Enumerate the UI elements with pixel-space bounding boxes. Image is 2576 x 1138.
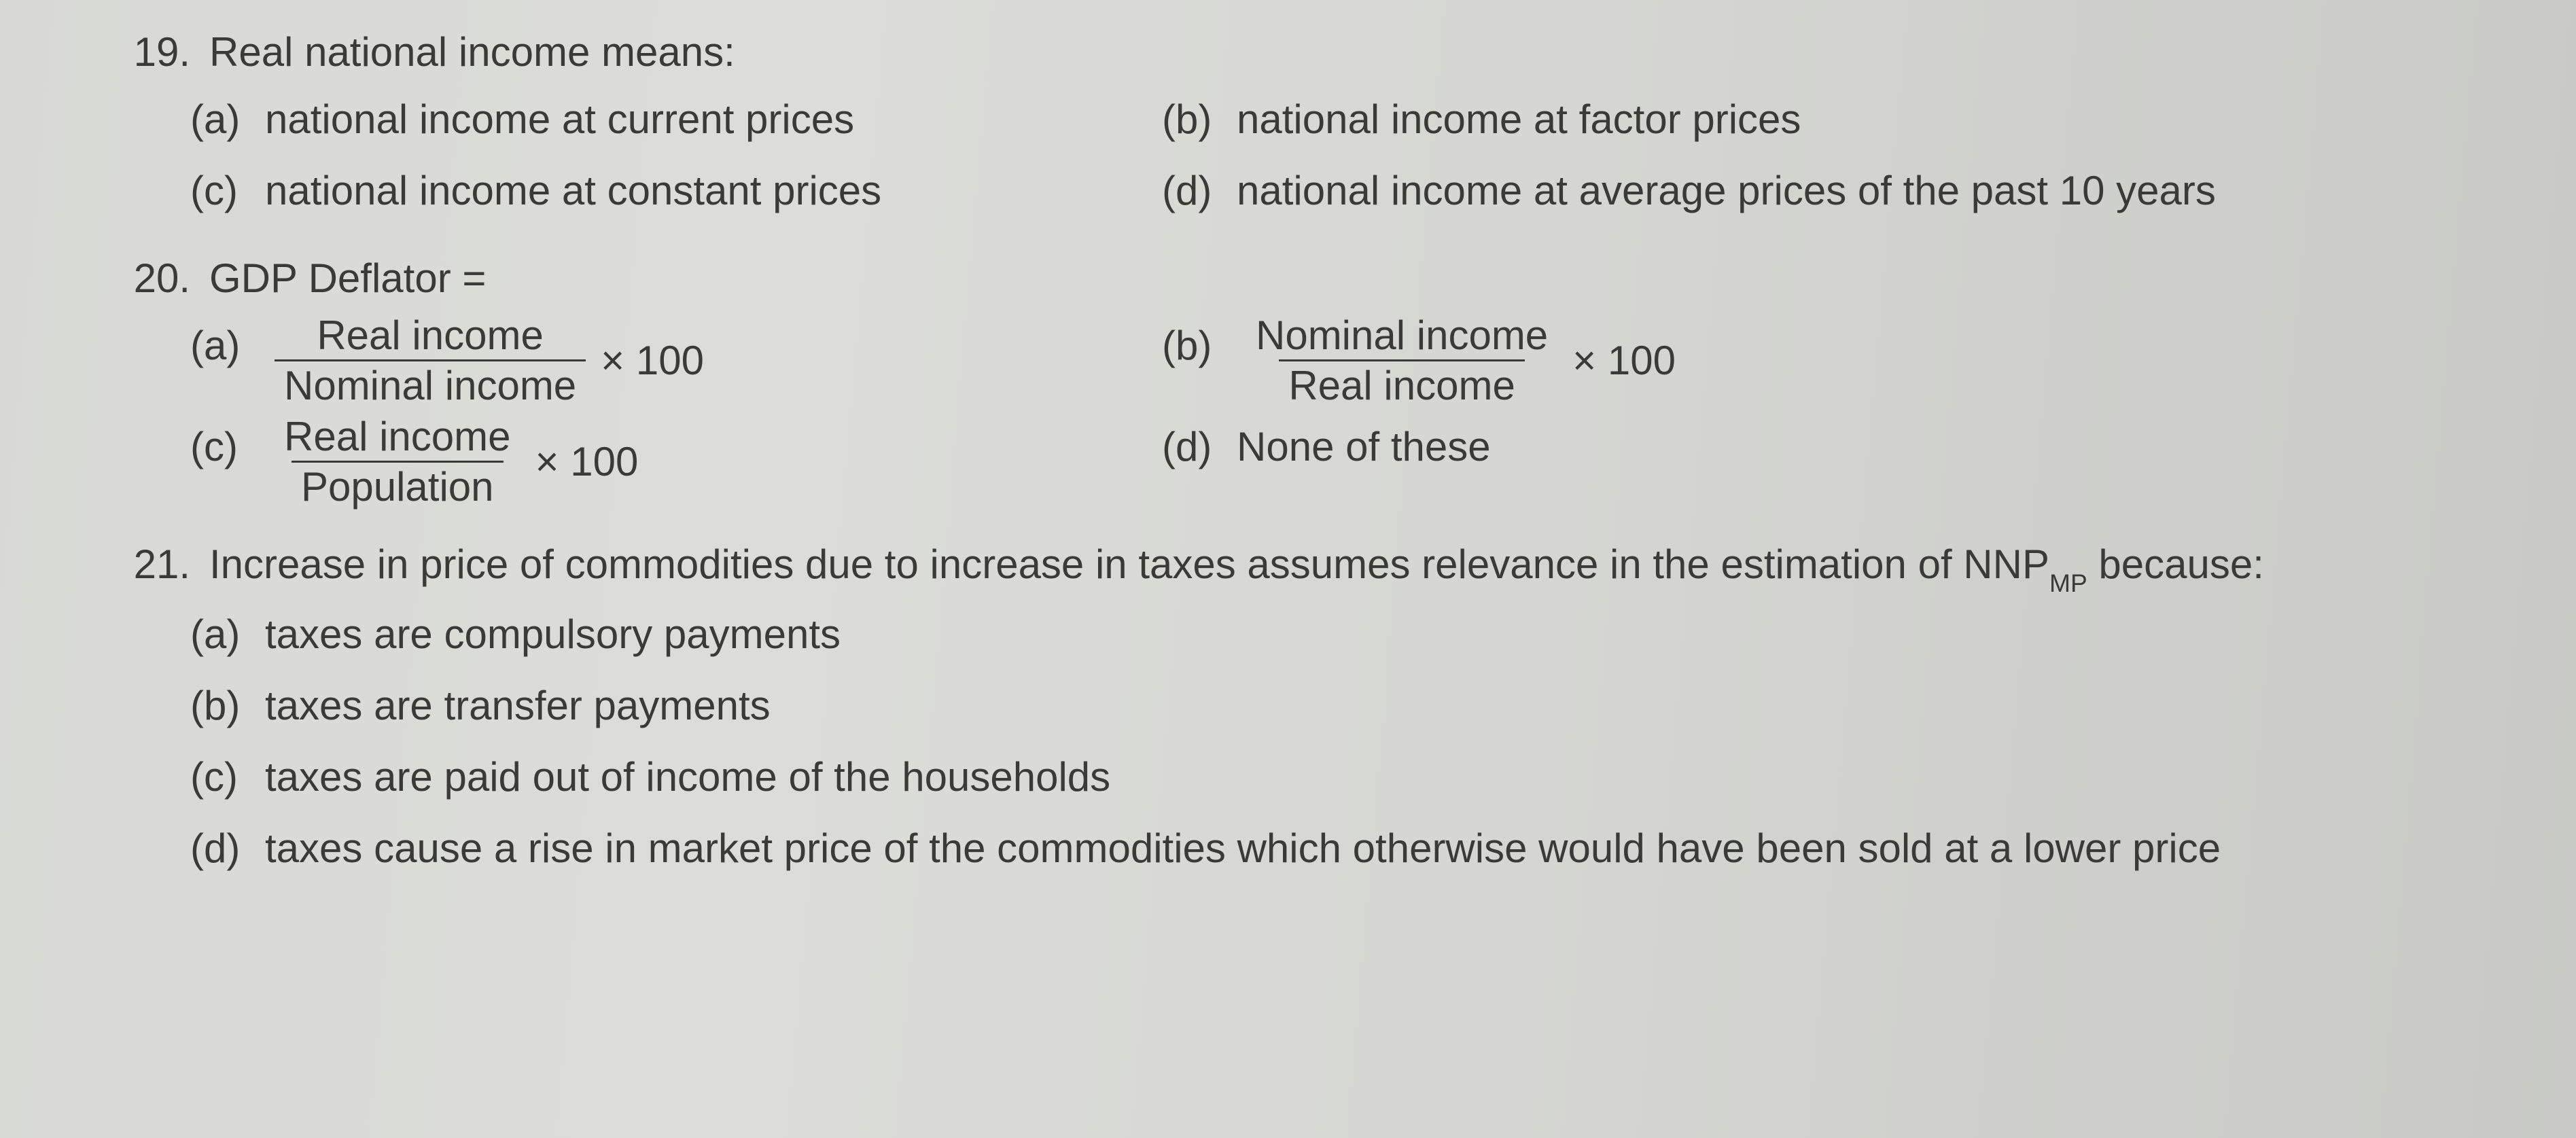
option-text: taxes cause a rise in market price of th… <box>265 817 2535 880</box>
question-19: 19. Real national income means: (a) nati… <box>116 20 2535 226</box>
option-d: (d) national income at average prices of… <box>1162 159 2535 222</box>
option-letter: (c) <box>190 745 265 808</box>
fraction: Real income Population <box>275 415 521 508</box>
stem-subscript: MP <box>2049 569 2087 597</box>
option-b: (b) taxes are transfer payments <box>190 674 2535 737</box>
stem-post: because: <box>2087 541 2264 587</box>
option-b: (b) national income at factor prices <box>1162 88 2535 151</box>
multiply-tail: × 100 <box>535 430 639 493</box>
option-letter: (a) <box>190 88 265 151</box>
option-text: taxes are transfer payments <box>265 674 2535 737</box>
option-c: (c) national income at constant prices <box>190 159 1162 222</box>
option-text: None of these <box>1237 415 2535 478</box>
option-text: national income at constant prices <box>265 159 1162 222</box>
option-letter: (c) <box>190 159 265 222</box>
question-stem: GDP Deflator = <box>209 247 2535 310</box>
option-d: (d) None of these <box>1162 415 2535 508</box>
fraction: Nominal income Real income <box>1246 314 1557 407</box>
stem-pre: Increase in price of commodities due to … <box>209 541 2049 587</box>
question-number: 21. <box>116 533 209 596</box>
option-c: (c) Real income Population × 100 <box>190 415 1162 508</box>
option-a: (a) national income at current prices <box>190 88 1162 151</box>
option-d: (d) taxes cause a rise in market price o… <box>190 817 2535 880</box>
multiply-tail: × 100 <box>601 329 704 392</box>
option-letter: (d) <box>190 817 265 880</box>
option-text: national income at factor prices <box>1237 88 2535 151</box>
question-20: 20. GDP Deflator = (a) Real income Nomin… <box>116 247 2535 512</box>
option-letter: (b) <box>190 674 265 737</box>
option-letter: (a) <box>190 314 265 377</box>
fraction-denominator: Nominal income <box>275 359 586 407</box>
option-letter: (c) <box>190 415 265 478</box>
option-letter: (b) <box>1162 88 1237 151</box>
option-letter: (a) <box>190 603 265 666</box>
multiply-tail: × 100 <box>1572 329 1676 392</box>
option-text: taxes are compulsory payments <box>265 603 2535 666</box>
page-content: 19. Real national income means: (a) nati… <box>0 0 2576 925</box>
fraction-numerator: Real income <box>307 314 553 359</box>
fraction: Real income Nominal income <box>275 314 586 407</box>
question-number: 20. <box>116 247 209 310</box>
option-text: national income at average prices of the… <box>1237 159 2535 222</box>
fraction-denominator: Real income <box>1279 359 1525 407</box>
option-text: taxes are paid out of income of the hous… <box>265 745 2535 808</box>
fraction-numerator: Real income <box>275 415 521 461</box>
fraction-numerator: Nominal income <box>1246 314 1557 359</box>
option-letter: (d) <box>1162 415 1237 478</box>
question-stem: Increase in price of commodities due to … <box>209 533 2535 599</box>
option-c: (c) taxes are paid out of income of the … <box>190 745 2535 808</box>
option-b: (b) Nominal income Real income × 100 <box>1162 314 2535 407</box>
option-a: (a) taxes are compulsory payments <box>190 603 2535 666</box>
fraction-denominator: Population <box>292 461 504 508</box>
question-21: 21. Increase in price of commodities due… <box>116 533 2535 884</box>
option-letter: (b) <box>1162 314 1237 377</box>
option-letter: (d) <box>1162 159 1237 222</box>
option-text: national income at current prices <box>265 88 1162 151</box>
question-stem: Real national income means: <box>209 20 2535 84</box>
option-a: (a) Real income Nominal income × 100 <box>190 314 1162 407</box>
question-number: 19. <box>116 20 209 84</box>
